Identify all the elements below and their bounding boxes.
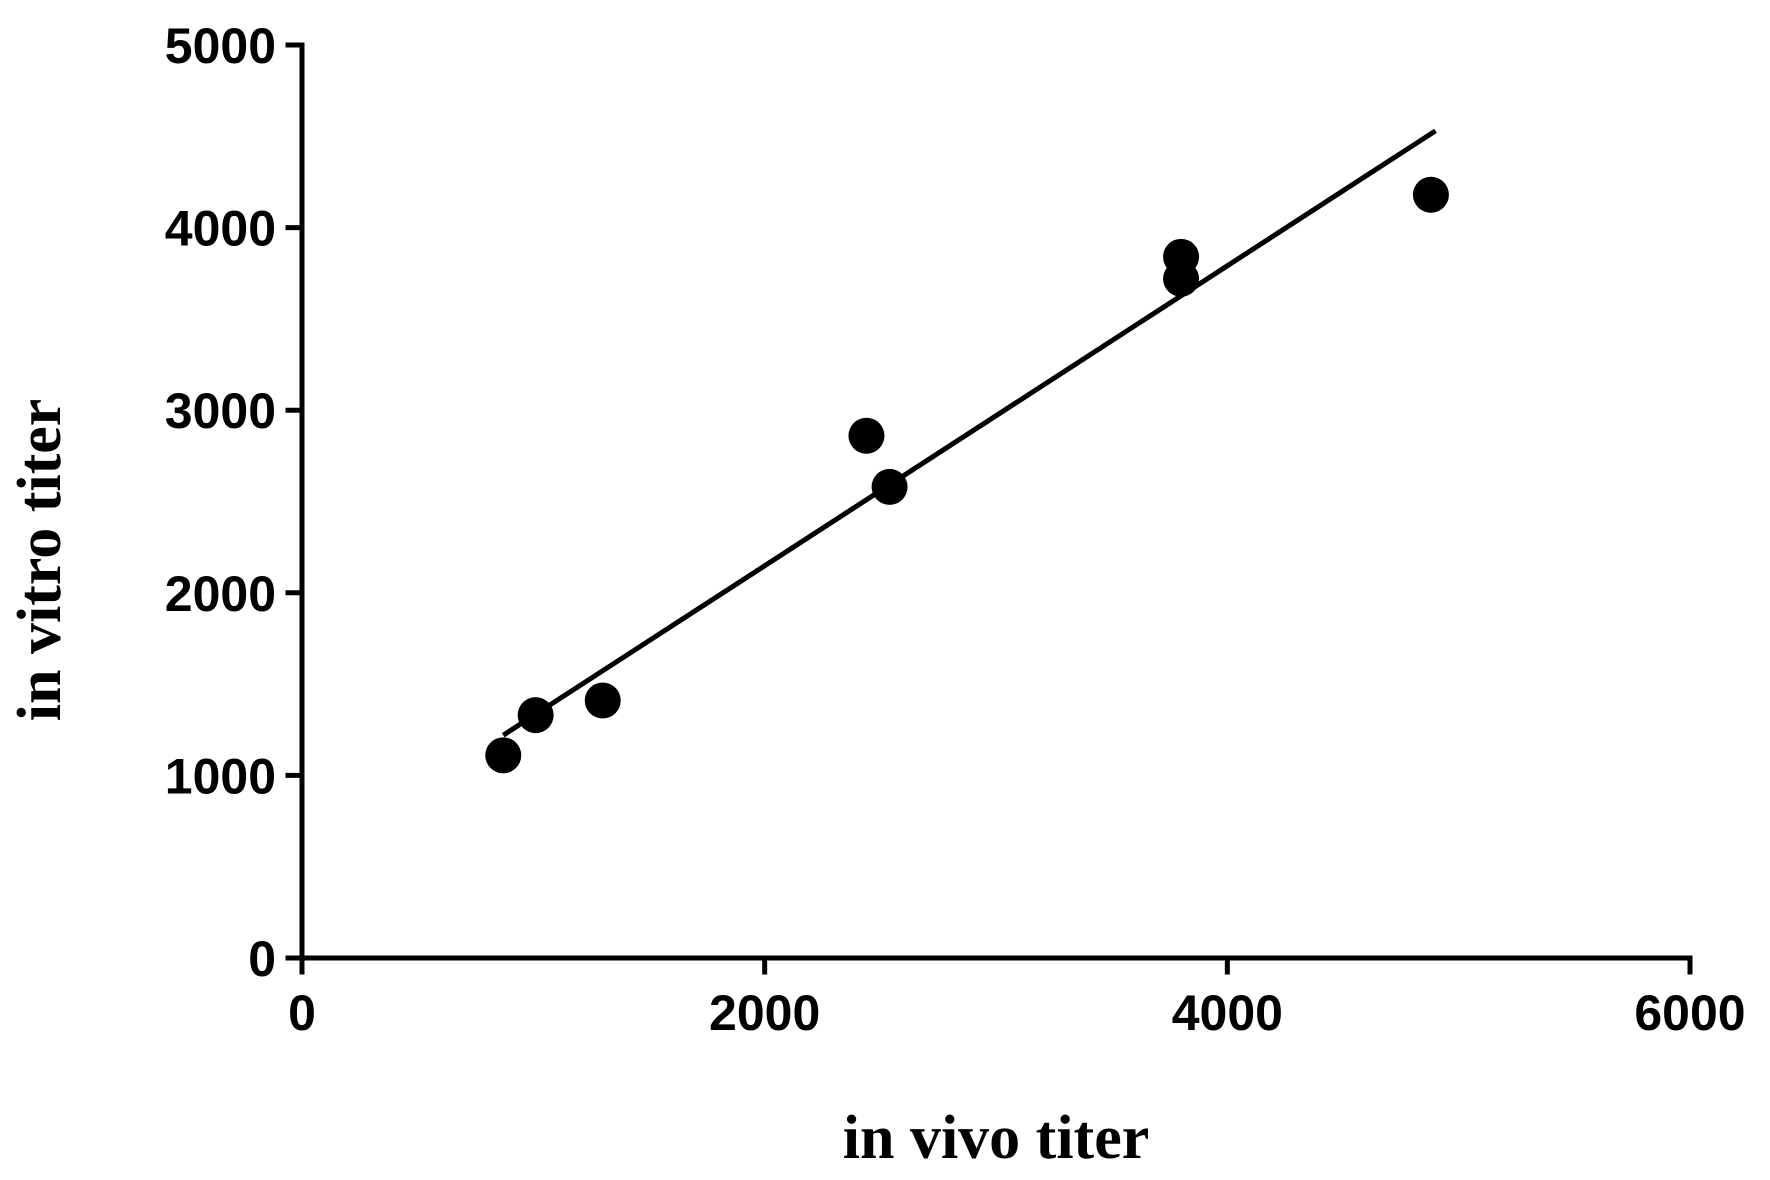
data-points xyxy=(485,176,1449,774)
x-tick-label: 2000 xyxy=(709,985,820,1041)
data-point xyxy=(1163,260,1200,297)
regression-line xyxy=(501,128,1437,738)
y-tick-label: 1000 xyxy=(165,748,276,804)
data-point xyxy=(485,737,522,774)
tick-labels: 0 2000 4000 6000 0 1000 2000 3000 4000 5000 xyxy=(165,18,1746,1041)
y-tick-label: 2000 xyxy=(165,566,276,622)
data-point xyxy=(517,697,554,734)
data-point xyxy=(871,468,908,505)
y-tick-label: 3000 xyxy=(165,383,276,439)
axis-ticks xyxy=(285,42,1693,975)
y-axis-title: in vitro titer xyxy=(6,399,74,722)
y-tick-label: 4000 xyxy=(165,201,276,257)
data-point xyxy=(584,682,621,719)
y-tick-label: 5000 xyxy=(165,18,276,74)
y-tick-label: 0 xyxy=(248,931,276,987)
x-tick-label: 6000 xyxy=(1634,985,1745,1041)
x-tick-label: 0 xyxy=(288,985,316,1041)
data-point xyxy=(1412,176,1449,213)
x-tick-label: 4000 xyxy=(1172,985,1283,1041)
data-point xyxy=(848,417,885,454)
fit-line-group xyxy=(501,128,1437,738)
x-axis-title: in vivo titer xyxy=(843,1104,1150,1172)
plot-area: 0 2000 4000 6000 0 1000 2000 3000 4000 5000 xyxy=(165,18,1746,1041)
